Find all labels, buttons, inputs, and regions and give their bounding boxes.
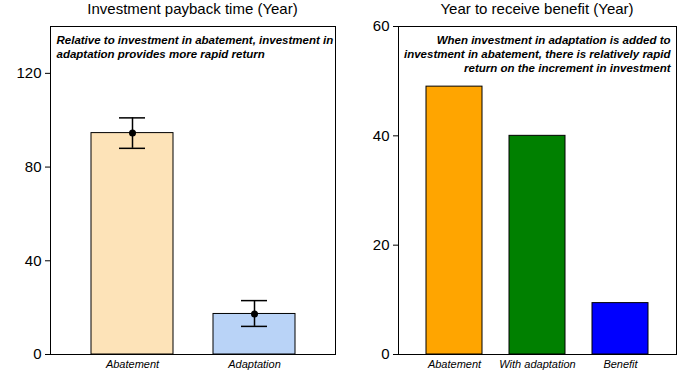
svg-text:Benefit: Benefit	[603, 358, 638, 370]
svg-text:With adaptation: With adaptation	[499, 358, 575, 370]
svg-text:When investment in adaptation: When investment in adaptation is added t…	[404, 34, 672, 74]
svg-text:80: 80	[25, 158, 42, 175]
svg-text:Relative to investment in abat: Relative to investment in abatement, inv…	[57, 34, 334, 60]
svg-text:20: 20	[373, 236, 390, 253]
svg-text:40: 40	[25, 252, 42, 269]
html-text:Year to receive benefit (Year): Year to receive benefit (Year)	[440, 0, 634, 17]
html-text:Investment payback time (Year): Investment payback time (Year)	[87, 0, 298, 17]
svg-text:60: 60	[373, 20, 390, 34]
svg-text:0: 0	[381, 345, 389, 362]
svg-text:Abatement: Abatement	[427, 358, 482, 370]
svg-text:120: 120	[16, 64, 41, 81]
svg-text:40: 40	[373, 127, 390, 144]
svg-text:Abatement: Abatement	[105, 358, 160, 370]
svg-text:0: 0	[33, 345, 41, 362]
svg-text:Adaptation: Adaptation	[227, 358, 281, 370]
